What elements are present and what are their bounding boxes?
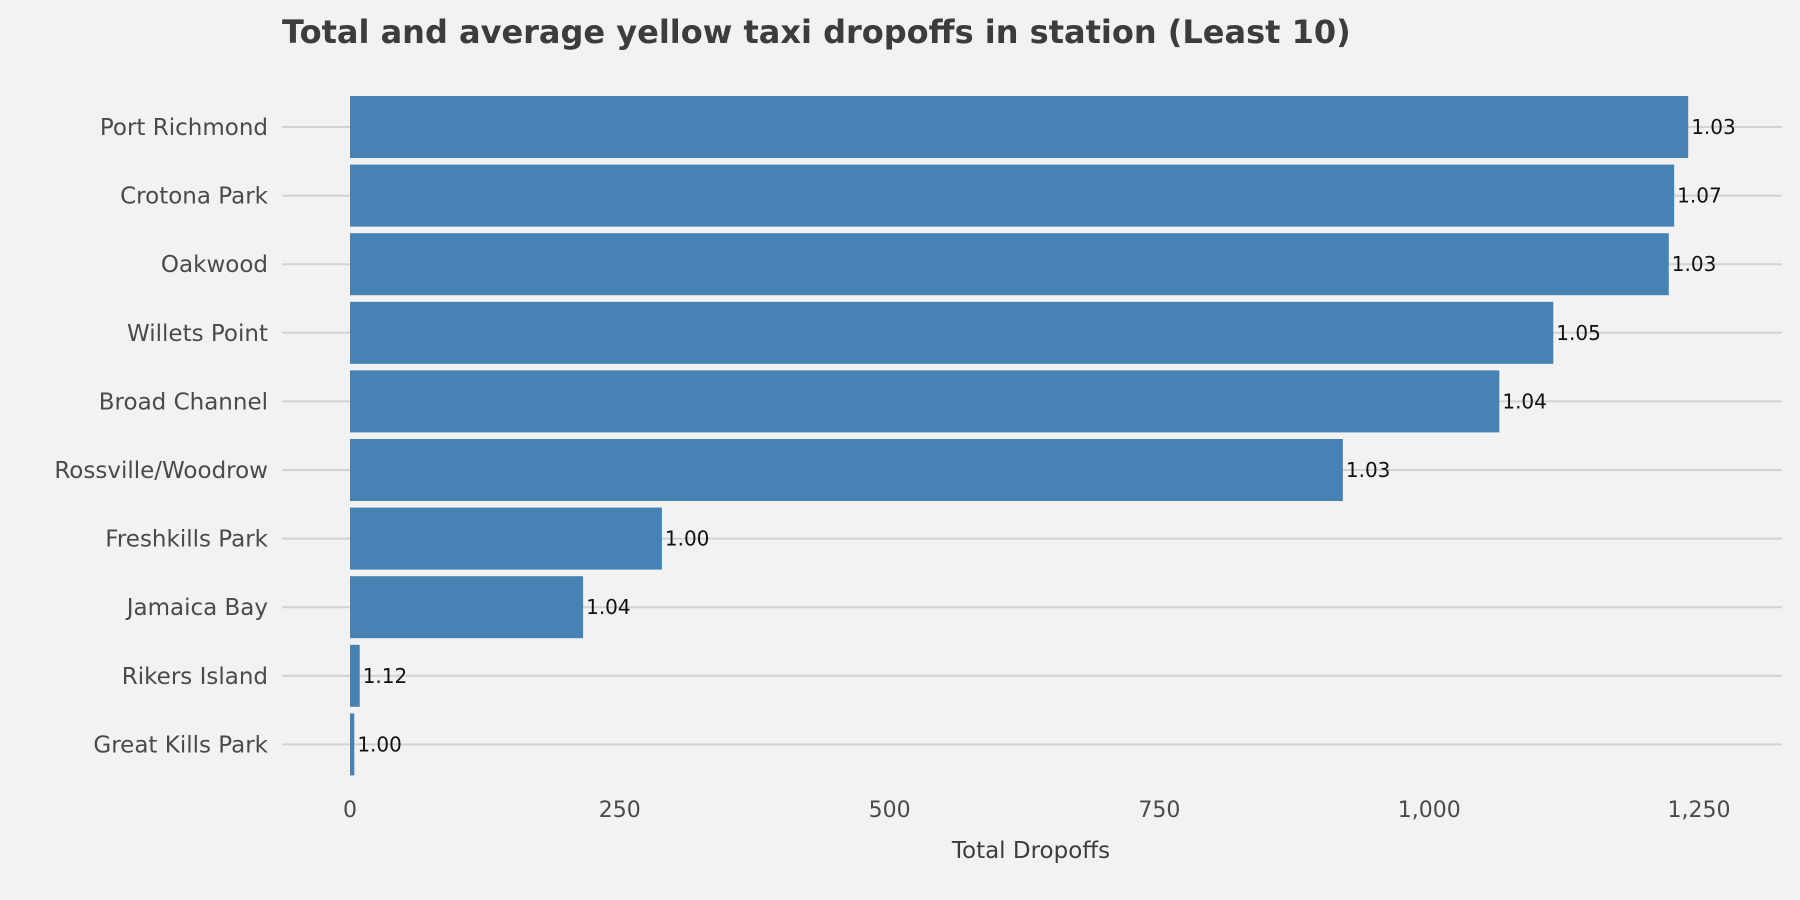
category-label: Broad Channel <box>99 389 268 415</box>
bar <box>350 713 355 776</box>
x-tick-label: 500 <box>869 798 911 823</box>
bar <box>350 644 360 707</box>
data-label: 1.03 <box>1672 252 1717 276</box>
data-label: 1.07 <box>1677 184 1722 208</box>
bar <box>350 96 1689 158</box>
category-label: Willets Point <box>127 321 268 347</box>
data-label: 1.12 <box>363 664 408 688</box>
category-labels: Port Richmond Crotona Park Oakwood Willets … <box>54 115 268 758</box>
data-labels: 1.03 1.07 1.03 1.05 1.04 1.03 1.00 1.04 1.12 1.00 <box>357 115 1735 756</box>
x-tick-label: 1,000 <box>1398 798 1461 823</box>
category-label: Freshkills Park <box>105 527 268 553</box>
x-tick-label: 750 <box>1138 798 1180 823</box>
bar <box>350 164 1675 227</box>
x-tick-label: 0 <box>343 798 357 823</box>
bar <box>350 233 1669 296</box>
category-label: Rikers Island <box>122 664 268 690</box>
data-label: 1.00 <box>357 732 402 756</box>
bar <box>350 507 662 570</box>
x-tick-labels: 0 250 500 750 1,000 1,250 <box>343 798 1730 823</box>
bar <box>350 576 584 639</box>
x-tick-label: 250 <box>599 798 641 823</box>
data-label: 1.03 <box>1691 115 1736 139</box>
bar <box>350 439 1343 501</box>
category-label: Rossville/Woodrow <box>54 458 268 484</box>
x-tick-label: 1,250 <box>1668 798 1731 823</box>
category-label: Jamaica Bay <box>125 595 268 621</box>
data-label: 1.05 <box>1556 321 1601 345</box>
data-label: 1.04 <box>1502 389 1547 413</box>
x-axis-title: Total Dropoffs <box>951 838 1110 864</box>
bar <box>350 370 1500 433</box>
category-label: Oakwood <box>161 252 268 278</box>
category-label: Great Kills Park <box>93 732 268 758</box>
data-label: 1.03 <box>1346 458 1391 482</box>
chart-title: Total and average yellow taxi dropoffs i… <box>282 13 1351 51</box>
category-label: Crotona Park <box>120 184 269 210</box>
bar <box>350 301 1554 364</box>
data-label: 1.00 <box>665 527 710 551</box>
category-label: Port Richmond <box>100 115 268 141</box>
data-label: 1.04 <box>586 595 631 619</box>
bars <box>350 96 1689 776</box>
